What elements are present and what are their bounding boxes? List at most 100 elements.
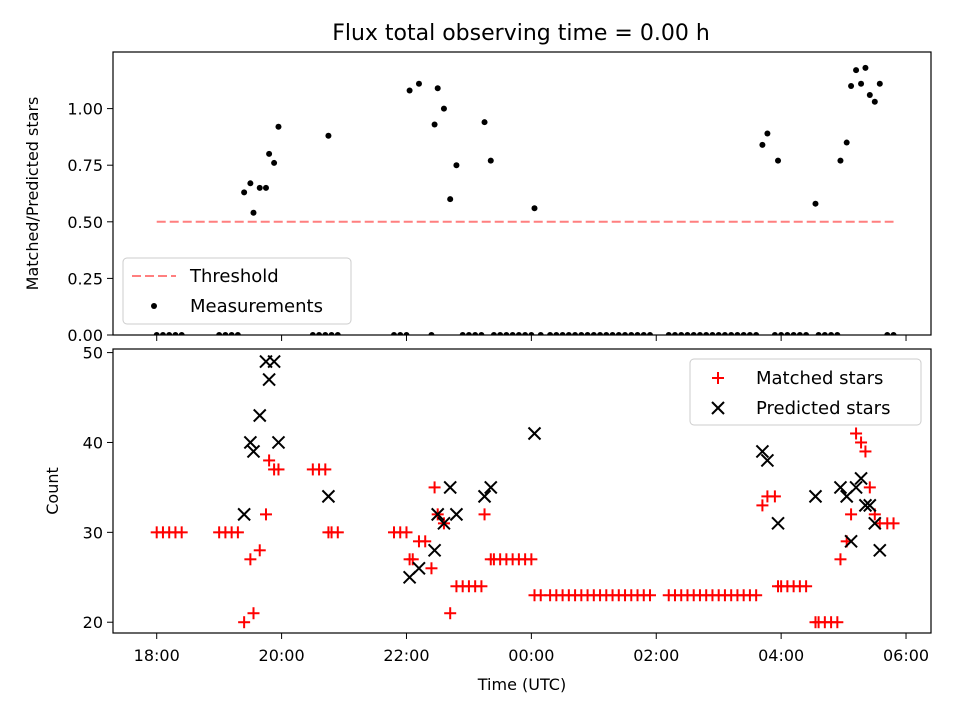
measurement-point (647, 332, 654, 335)
legend-predicted-label: Predicted stars (756, 398, 890, 419)
measurement-point (390, 332, 397, 335)
bottom-ytick-label: 20 (83, 613, 103, 632)
top-panel: 0.00 0.25 0.50 0.75 1.00 Matched/Predicted st… (23, 51, 932, 345)
matched-point (887, 517, 900, 530)
predicted-point-b (427, 543, 442, 558)
measurement-point (271, 159, 278, 166)
matched-point (444, 607, 457, 620)
measurement-point (472, 332, 479, 335)
measurement-point (709, 332, 716, 335)
predicted-point-b (271, 435, 286, 450)
predicted-point (873, 543, 887, 558)
predicted-point (755, 444, 770, 459)
measurement-point (778, 332, 785, 335)
matched-point (834, 553, 847, 566)
measurement-point (490, 332, 497, 335)
measurement-point (843, 139, 850, 146)
top-ytick-label: 1.00 (67, 100, 103, 119)
predicted-point-b (858, 498, 873, 513)
legend-threshold-label: Threshold (189, 266, 279, 287)
measurement-point (415, 80, 422, 87)
measurement-point (884, 332, 891, 335)
bottom-xtick-label: 00:00 (508, 646, 554, 665)
measurement-point (440, 105, 447, 112)
predicted-point (863, 498, 877, 513)
predicted-point-b (844, 534, 858, 549)
bottom-ytick-label: 30 (83, 523, 103, 542)
measurement-point (250, 209, 257, 216)
measurement-point (815, 332, 822, 335)
measurement-point (866, 92, 873, 99)
measurement-point (784, 332, 791, 335)
measurement-point (790, 332, 797, 335)
measurement-point (665, 332, 672, 335)
predicted-point (237, 507, 251, 522)
measurement-point (497, 332, 504, 335)
matched-point (259, 508, 272, 521)
predicted-point-b (321, 489, 336, 504)
predicted-point (253, 408, 267, 423)
measurement-point (397, 332, 404, 335)
legend-measurements-label: Measurements (190, 296, 323, 317)
top-ytick-label: 0.50 (67, 213, 103, 232)
predicted-point-b (771, 516, 785, 531)
predicted-point-b (430, 507, 445, 522)
measurement-point (316, 332, 323, 335)
predicted-point-b (449, 507, 464, 522)
predicted-point (858, 498, 873, 513)
measurement-point (572, 332, 579, 335)
matched-point (855, 436, 868, 449)
bottom-ylabel: Count (43, 467, 62, 515)
measurement-point (434, 85, 441, 92)
measurement-point (503, 332, 510, 335)
matched-point (845, 508, 858, 521)
bottom-panel: 20 30 40 50 18:00 20:00 22:00 00:00 02:00 04:00 06… (43, 344, 932, 694)
measurement-point (256, 184, 263, 191)
measurement-point (812, 200, 819, 207)
predicted-point-b (477, 489, 492, 504)
predicted-point-b (443, 480, 457, 495)
predicted-point (437, 516, 451, 531)
predicted-point (267, 354, 281, 369)
predicted-point (430, 507, 445, 522)
predicted-point (321, 489, 336, 504)
legend-predicted-swatch (711, 401, 725, 415)
matched-point (428, 481, 441, 494)
predicted-point (527, 426, 542, 441)
bottom-xtick-label: 02:00 (633, 646, 679, 665)
bottom-legend-box (689, 358, 922, 426)
measurement-point (234, 332, 241, 335)
predicted-point-b (863, 498, 877, 513)
matched-point (272, 463, 285, 476)
matched-point (331, 526, 344, 539)
measurement-point (528, 332, 535, 335)
top-legend: Threshold Measurements (122, 257, 352, 325)
measurement-point (241, 189, 248, 196)
chart-title: Flux total observing time = 0.00 h (332, 21, 710, 46)
measurement-point (746, 332, 753, 335)
measurement-point (216, 332, 223, 335)
legend-predicted-swatch-b (711, 401, 725, 415)
measurement-point (547, 332, 554, 335)
measurement-point (837, 157, 844, 164)
matched-point (175, 526, 188, 539)
predicted-point (412, 561, 426, 575)
measurement-point (684, 332, 691, 335)
matched-point (859, 445, 872, 458)
measurement-point (848, 82, 855, 89)
predicted-point-b (237, 507, 251, 522)
measurement-point (678, 332, 685, 335)
top-ytick-label: 0.75 (67, 156, 103, 175)
measurement-point (403, 332, 410, 335)
measurement-point (640, 332, 647, 335)
measurement-point (821, 332, 828, 335)
measurement-point (721, 332, 728, 335)
measurement-point (609, 332, 616, 335)
matched-point (238, 616, 251, 629)
top-ytick-label: 0.00 (67, 326, 103, 345)
measurement-point (853, 67, 860, 74)
predicted-point (449, 507, 464, 522)
matched-point (244, 553, 257, 566)
predicted-point-b (527, 426, 542, 441)
measurement-point (453, 162, 460, 169)
